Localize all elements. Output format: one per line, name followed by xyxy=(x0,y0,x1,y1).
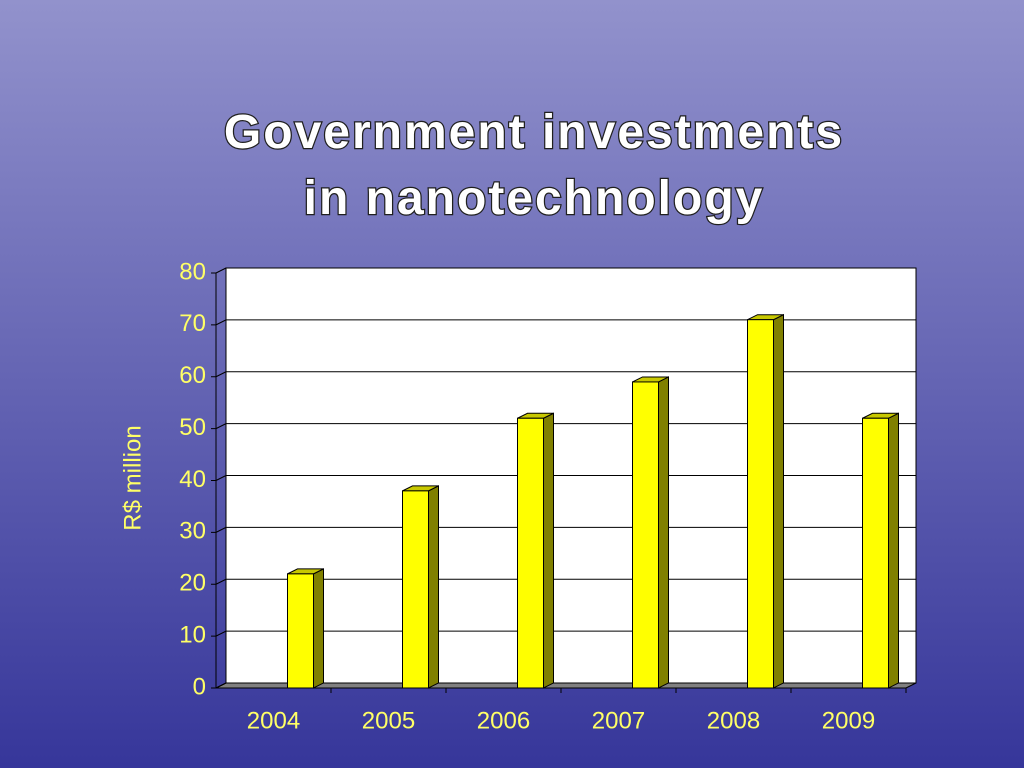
bar xyxy=(287,573,314,689)
x-tick-label: 2005 xyxy=(362,707,415,734)
grid-line-side xyxy=(215,682,227,689)
bar xyxy=(402,490,429,689)
grid-line-side xyxy=(215,475,227,481)
grid-line-side xyxy=(215,630,227,637)
bar xyxy=(747,319,774,689)
y-tick-label: 50 xyxy=(179,414,206,441)
grid-line-side xyxy=(215,578,227,585)
y-tick-label: 40 xyxy=(179,466,206,493)
y-tick-label: 10 xyxy=(179,621,206,648)
grid-line-side xyxy=(215,267,227,274)
chart-title: Government investments in nanotechnology xyxy=(224,106,844,225)
y-tick-label: 30 xyxy=(179,518,206,545)
grid-line-side xyxy=(215,371,227,378)
bar-side xyxy=(773,313,784,689)
x-tick-label: 2007 xyxy=(592,707,645,734)
x-tick-label: 2008 xyxy=(707,707,760,734)
bar-side xyxy=(543,412,554,689)
x-tick-label: 2006 xyxy=(477,707,530,734)
grid-line-side xyxy=(215,526,227,533)
grid-line-side xyxy=(215,319,227,326)
bar-side xyxy=(313,568,324,689)
bar xyxy=(517,417,544,689)
x-tick-label: 2009 xyxy=(822,707,875,734)
bar-side xyxy=(428,485,439,689)
grid-line-side xyxy=(215,423,227,430)
bar xyxy=(862,417,889,689)
bar xyxy=(632,381,659,689)
y-axis-label: R$ million xyxy=(119,425,146,530)
x-tick-label: 2004 xyxy=(247,707,300,734)
y-tick-label: 60 xyxy=(179,362,206,389)
bar-side xyxy=(888,412,899,689)
bar-side xyxy=(658,376,669,689)
y-tick-label: 70 xyxy=(179,310,206,337)
y-tick-label: 20 xyxy=(179,570,206,597)
y-tick-label: 80 xyxy=(179,258,206,285)
y-tick-label: 0 xyxy=(193,673,206,700)
